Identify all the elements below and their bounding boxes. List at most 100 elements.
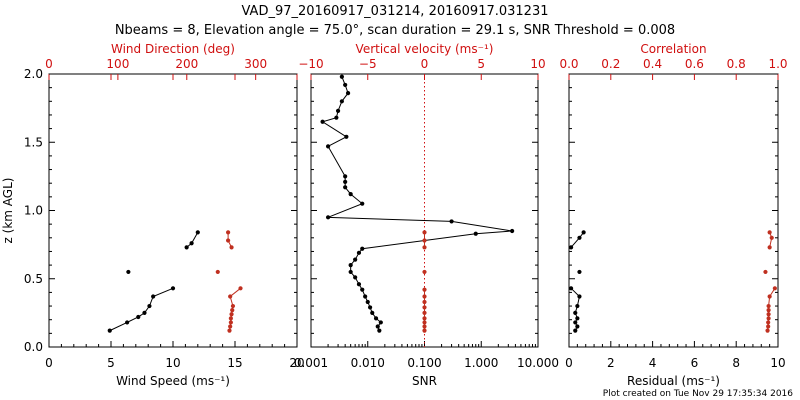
data-point-top [422,230,427,235]
data-point-top [422,287,427,292]
top-tick-label: 0.4 [643,57,662,71]
data-point-top [422,310,427,315]
data-point-top [766,324,771,329]
top-tick-label: 100 [106,57,129,71]
x-tick-label: 10.000 [517,356,559,370]
data-point-bottom [360,246,365,251]
chart-title: VAD_97_20160917_031214, 20160917.031231 [242,4,549,19]
data-point-bottom [367,305,373,310]
data-point-top [766,316,771,321]
panel-snr: 0.001 0.010 0.100 1.000 10.000 −10 −5 0 5 10 SNR Ve… [294,42,559,388]
data-point-top [228,320,233,325]
data-point-bottom [568,286,574,291]
plot-created-footer: Plot created on Tue Nov 29 17:35:34 2016 [603,389,793,399]
x-tick-label: 0 [45,356,53,370]
data-point-bottom [126,269,131,275]
x-tick-label: 0.001 [294,356,328,370]
data-point-bottom [377,328,382,333]
data-point-bottom [370,310,375,315]
x-tick-label: 15 [227,356,242,370]
top-tick-label: 10 [530,57,545,71]
top-tick-label: 5 [477,57,485,71]
y-tick-label: 0.0 [24,340,43,354]
data-point-bottom [343,179,348,184]
data-point-top [230,303,236,309]
data-point-bottom [147,303,152,309]
data-point-top [422,269,427,275]
data-point-bottom [373,316,379,321]
y-tick-label: 0.5 [24,272,43,286]
top-tick-label: 0.0 [559,57,578,71]
series-line-bottom [321,76,513,331]
data-point-top [228,294,233,299]
data-point-top [238,286,243,291]
data-point-top [763,269,768,275]
data-point-top [422,320,427,325]
data-point-bottom [339,99,344,104]
data-point-bottom [360,287,365,292]
data-point-bottom [170,286,176,291]
data-point-bottom [573,320,578,325]
data-point-top [215,269,220,275]
top-tick-label: 200 [175,57,198,71]
data-point-top [766,303,771,309]
data-point-bottom [577,235,582,240]
y-tick-label: 1.0 [24,204,43,218]
data-point-bottom [575,316,580,321]
plot-frame [48,73,298,348]
data-point-bottom [344,134,349,139]
data-point-top [422,328,427,333]
data-point-top [767,230,772,235]
data-point-bottom [353,275,358,280]
data-point-bottom [343,174,348,179]
x-tick-label: 1.000 [464,356,498,370]
data-point-bottom [107,328,112,333]
data-point-bottom [356,250,362,255]
x-tick-label: 10 [770,356,785,370]
data-point-bottom [353,257,358,262]
data-point-bottom [378,320,383,325]
top-tick-label: 1.0 [768,57,787,71]
data-point-bottom [365,299,370,305]
data-point-bottom [348,269,353,275]
data-point-bottom [568,245,574,250]
data-point-bottom [343,82,348,88]
panel-residual: 0 2 4 6 8 10 0.0 0.2 0.4 0.6 0.8 1.0 Residual (ms⁻¹)… [559,42,787,388]
data-point-bottom [345,91,351,96]
data-point-top [422,238,427,243]
data-point-top [767,245,772,250]
data-point-top [422,294,427,299]
x-tick-label: 10 [165,356,180,370]
y-tick-label: 2.0 [24,67,43,81]
data-point-bottom [189,241,194,246]
x-axis-label: Wind Speed (ms⁻¹) [116,374,230,388]
x-axis-label: Residual (ms⁻¹) [627,374,720,388]
data-point-bottom [325,215,331,220]
y-tick-label: 1.5 [24,135,43,149]
x-tick-label: 5 [107,356,115,370]
data-point-top [422,316,427,321]
x-axis-label: SNR [412,374,437,388]
data-point-top [229,245,234,250]
data-point-bottom [184,245,189,250]
x-tick-label: 2 [607,356,615,370]
data-point-top [766,320,771,325]
top-tick-label: 0.8 [727,57,746,71]
plot-frame [568,73,779,348]
data-point-bottom [136,314,141,320]
top-tick-label: −10 [298,57,323,71]
data-point-top [765,328,770,333]
data-point-bottom [320,119,325,124]
top-tick-label: 0 [45,57,53,71]
data-point-top [230,308,235,313]
data-point-bottom [575,303,580,309]
data-point-top [766,308,771,313]
x-tick-label: 20 [289,356,304,370]
data-point-top [228,316,233,321]
data-point-bottom [575,324,580,329]
data-point-top [769,235,774,240]
data-point-bottom [334,115,339,120]
data-point-top [229,312,234,317]
